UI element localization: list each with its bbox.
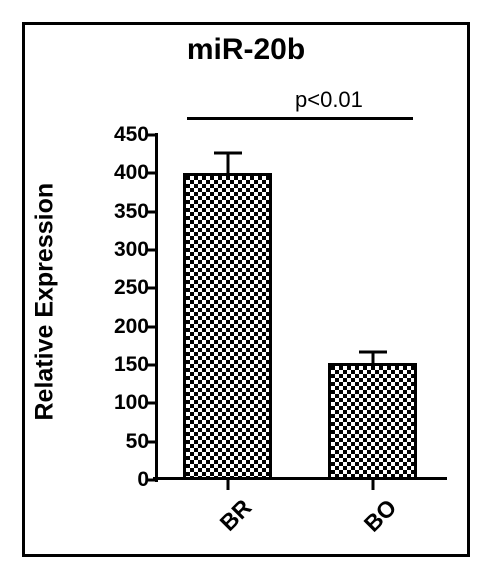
ytick-label: 0	[137, 468, 149, 492]
ytick-label: 50	[126, 430, 149, 454]
xtick-mark	[371, 480, 374, 490]
ytick-label: 350	[114, 200, 149, 224]
ytick-label: 400	[114, 161, 149, 185]
ytick-label: 450	[114, 123, 149, 147]
xtick-label: BO	[347, 494, 401, 548]
ytick-label: 150	[114, 353, 149, 377]
xtick-mark	[226, 480, 229, 490]
y-axis	[155, 133, 158, 482]
chart-outer-frame: miR-20b p<0.01 Relative Expression 05010…	[0, 0, 500, 579]
ytick-label: 100	[114, 391, 149, 415]
xtick-label: BR	[202, 494, 256, 548]
error-bar-stem	[371, 352, 374, 364]
chart-title: miR-20b	[25, 33, 467, 67]
bar	[328, 363, 418, 480]
error-bar-stem	[226, 153, 229, 173]
pvalue-label: p<0.01	[295, 87, 363, 113]
error-bar-cap	[214, 152, 242, 155]
bar	[183, 173, 273, 480]
y-axis-label: Relative Expression	[31, 200, 60, 420]
ytick-label: 200	[114, 315, 149, 339]
error-bar-cap	[359, 350, 387, 353]
ytick-label: 300	[114, 238, 149, 262]
ytick-label: 250	[114, 276, 149, 300]
plot-area: 050100150200250300350400450BRBO	[155, 135, 445, 480]
pvalue-bracket-line	[187, 117, 414, 120]
chart-inner-frame: miR-20b p<0.01 Relative Expression 05010…	[22, 22, 470, 557]
